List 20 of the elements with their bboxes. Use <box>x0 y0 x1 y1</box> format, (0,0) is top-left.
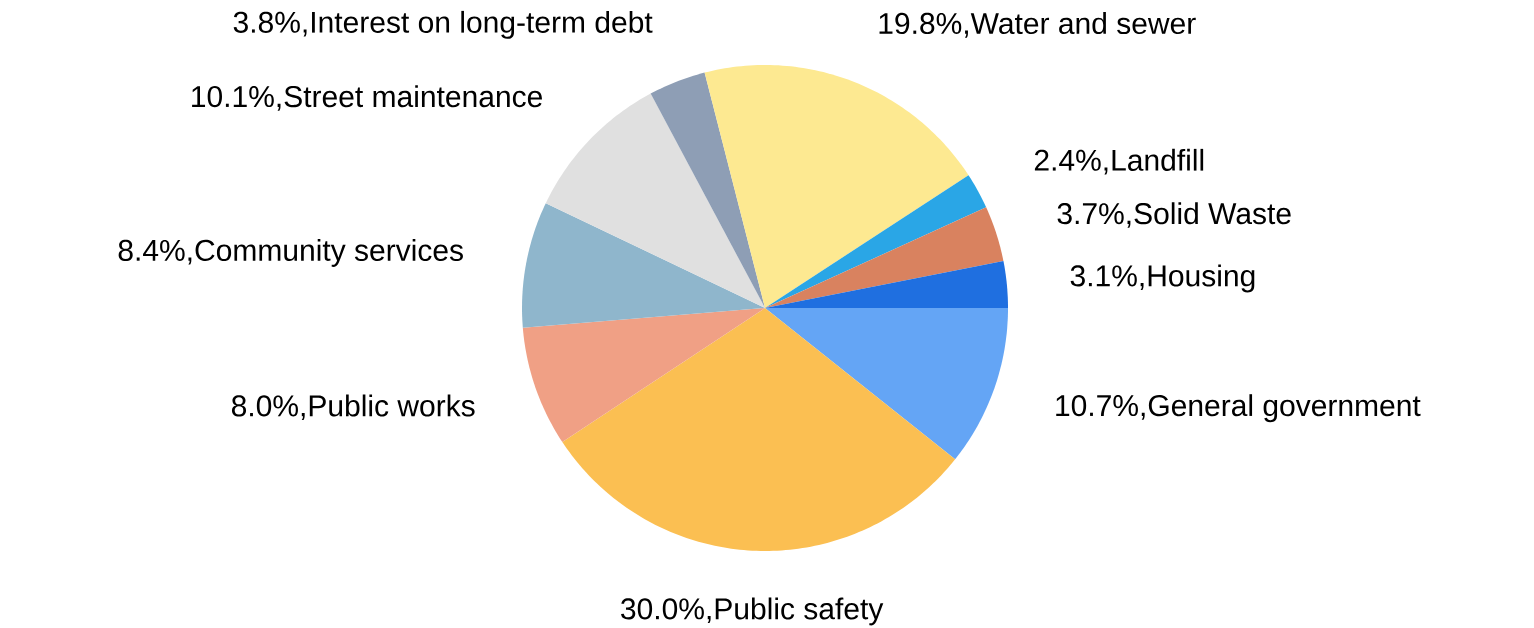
data-label: 30.0%, <box>621 598 711 624</box>
slice-label: General government <box>1148 394 1421 423</box>
data-label: 10.1%, <box>192 85 281 111</box>
slice-label: Solid Waste <box>1134 202 1291 225</box>
data-label: 3.7%, <box>1057 203 1131 228</box>
slice-label: Public works <box>309 394 475 417</box>
slice-label: Public safety <box>715 597 884 626</box>
data-label: 3.1%, <box>1070 265 1144 291</box>
data-label: 2.4%, <box>1034 149 1108 175</box>
data-label: 10.7%, <box>1056 394 1145 420</box>
slice-label: Water and sewer <box>970 12 1196 35</box>
data-label: 8.4%, <box>118 239 192 265</box>
data-label: 19.8%, <box>879 12 968 38</box>
data-label: 3.8%, <box>233 11 307 37</box>
data-label: 8.0%, <box>231 395 305 421</box>
slice-label: Interest on long-term debt <box>312 10 653 39</box>
slice-label: Street maintenance <box>284 85 542 108</box>
slice-label: Landfill <box>1112 148 1204 171</box>
slice-label: Community services <box>195 238 463 267</box>
slice-label: Housing <box>1148 264 1255 293</box>
